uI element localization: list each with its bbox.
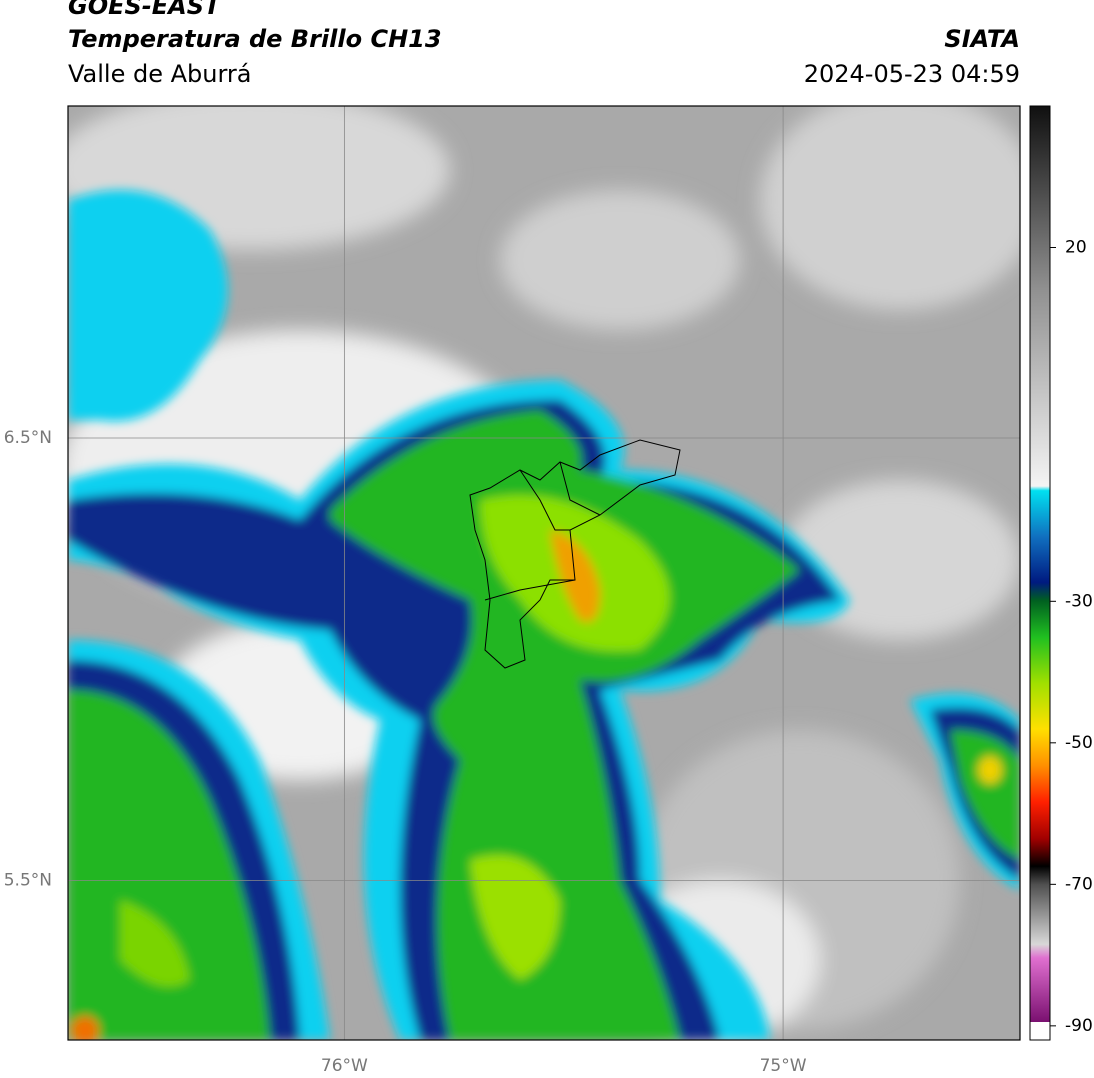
- colorbar-tick-label: -30: [1065, 591, 1093, 611]
- x-tick-label: 75°W: [760, 1056, 807, 1076]
- colorbar: [1030, 106, 1050, 1022]
- colorbar-under: [1030, 1022, 1050, 1040]
- map-frame: [67, 105, 1021, 1041]
- title: GOES-EAST: [68, 0, 222, 20]
- subtitle: Temperatura de Brillo CH13: [68, 25, 442, 53]
- colorbar-tick-label: -50: [1065, 733, 1093, 753]
- colorbar-tick-label: -70: [1065, 874, 1093, 894]
- colorbar-tick-label: -90: [1065, 1016, 1093, 1036]
- satellite-image: [68, 106, 1020, 1040]
- colorbar-tick-label: 20: [1065, 238, 1087, 258]
- y-tick-label: 5.5°N: [4, 871, 52, 891]
- x-tick-label: 76°W: [321, 1056, 368, 1076]
- region: Valle de Aburrá: [68, 60, 252, 88]
- colorbar-frame: [1029, 105, 1051, 1041]
- y-tick-label: 6.5°N: [4, 428, 52, 448]
- source: SIATA: [944, 25, 1020, 53]
- datetime: 2024-05-23 04:59: [804, 60, 1020, 88]
